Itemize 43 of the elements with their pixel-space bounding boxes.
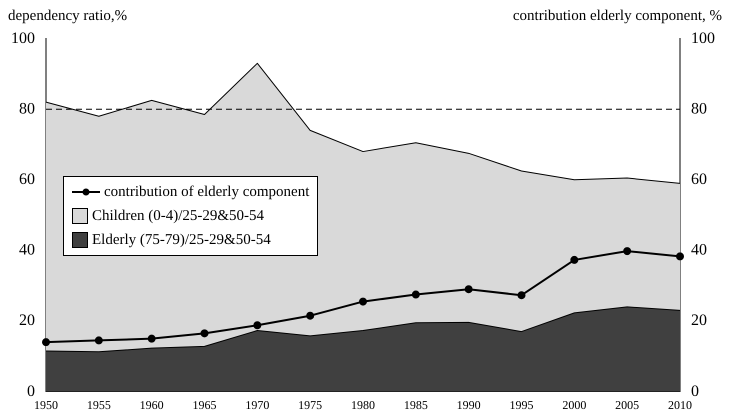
- y-tick-label: 80: [19, 100, 35, 118]
- y2-tick-label: 60: [691, 171, 707, 188]
- x-tick-label: 1965: [192, 398, 216, 412]
- legend-label: contribution of elderly component: [104, 183, 310, 202]
- y2-tick-label: 20: [691, 312, 707, 330]
- point: [148, 334, 156, 343]
- x-tick-label: 1955: [86, 398, 111, 412]
- y2-tick-label: 100: [691, 30, 715, 47]
- y-tick-label: 100: [11, 30, 35, 47]
- y2-tick-label: 40: [691, 242, 707, 259]
- y2-tick-label: 80: [691, 100, 707, 118]
- legend-label: Elderly (75-79)/25-29&50-54: [92, 231, 271, 250]
- x-tick-label: 1990: [456, 398, 481, 412]
- x-tick-label: 1980: [351, 398, 375, 412]
- y-axis-title: dependency ratio,%: [8, 8, 128, 26]
- x-tick-label: 2000: [562, 398, 586, 412]
- y-tick-label: 20: [19, 312, 35, 330]
- y2-tick-label: 0: [691, 382, 699, 400]
- point: [464, 285, 473, 294]
- y2-axis-title: contribution elderly component, %: [512, 8, 722, 26]
- point: [359, 298, 367, 306]
- point: [253, 321, 262, 330]
- point: [94, 336, 103, 344]
- x-tick-label: 1950: [34, 398, 58, 412]
- point: [306, 312, 314, 320]
- point: [412, 290, 420, 299]
- y-tick-label: 0: [27, 382, 35, 400]
- point: [42, 338, 50, 346]
- point: [200, 329, 208, 338]
- x-tick-label: 1985: [404, 398, 428, 412]
- point: [518, 291, 526, 300]
- point: [570, 256, 578, 264]
- x-tick-label: 1960: [140, 398, 164, 412]
- point: [623, 247, 632, 256]
- x-tick-label: 1995: [510, 398, 534, 412]
- point: [676, 252, 684, 260]
- legend-label: Children (0-4)/25-29&50-54: [92, 207, 264, 226]
- x-tick-label: 2005: [615, 398, 640, 412]
- x-tick-label: 1975: [298, 398, 322, 412]
- x-tick-label: 2010: [668, 398, 692, 412]
- x-tick-label: 1970: [245, 398, 270, 412]
- y-tick-label: 60: [19, 171, 35, 188]
- y-tick-label: 40: [19, 242, 35, 259]
